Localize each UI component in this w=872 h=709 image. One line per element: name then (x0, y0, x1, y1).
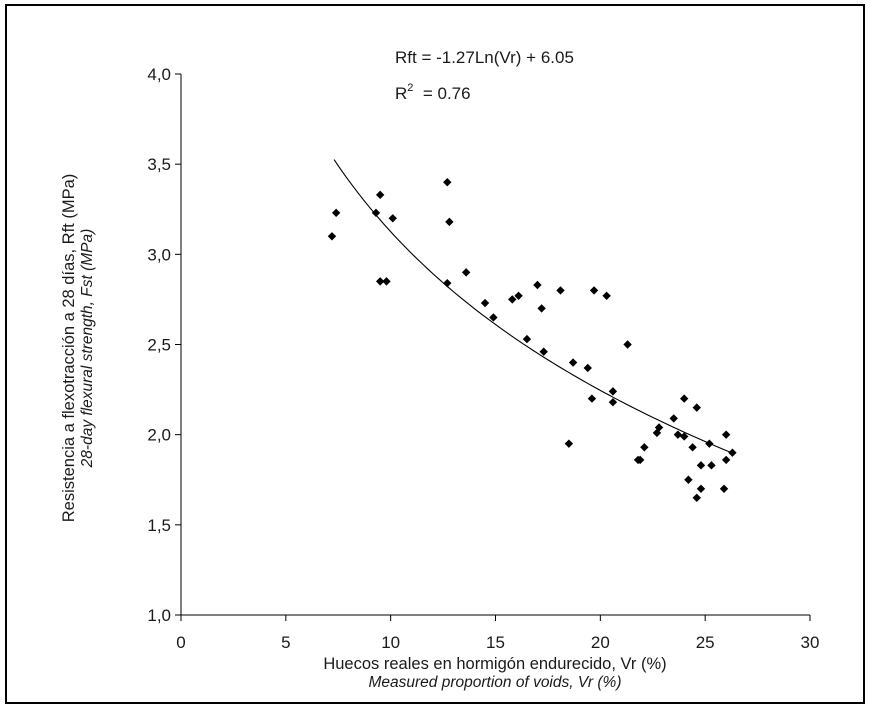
data-point (480, 298, 490, 308)
data-point (623, 340, 632, 349)
data-point (728, 448, 737, 457)
data-point (445, 217, 454, 227)
axis-ticks: 0 5 10 15 20 25 30 1,0 1,5 2,0 2,5 3,0 3,5 4,0 (147, 65, 819, 652)
data-point (533, 280, 542, 290)
trendline-equation: Rft = -1.27Ln(Vr) + 6.05 (395, 48, 574, 67)
y-tick-label: 1,5 (147, 516, 171, 535)
chart-frame (5, 4, 865, 704)
data-point (514, 291, 523, 301)
data-point (382, 277, 391, 286)
data-point (375, 190, 385, 200)
data-point (489, 313, 498, 322)
y-tick-label: 1,0 (147, 606, 171, 625)
data-point (568, 358, 578, 367)
data-point (388, 214, 397, 223)
data-point (564, 439, 574, 448)
data-point (608, 387, 618, 396)
y-tick-label: 3,5 (147, 155, 171, 174)
data-point (508, 295, 517, 304)
data-point (673, 430, 683, 439)
y-axis-title: Resistencia a flexotracción a 28 días, R… (60, 174, 78, 522)
data-point (327, 232, 337, 241)
x-tick-label: 30 (801, 633, 820, 652)
x-axis-title: Huecos reales en hormigón endurecido, Vr… (323, 655, 666, 673)
y-tick-label: 4,0 (147, 65, 171, 84)
data-point (635, 455, 645, 465)
data-point (602, 291, 611, 301)
data-point (692, 493, 701, 502)
y-tick-label: 2,0 (147, 426, 171, 445)
r2-superscript: 2 (407, 82, 413, 94)
data-point (696, 484, 706, 493)
data-point (587, 394, 597, 403)
x-tick-label: 15 (486, 633, 505, 652)
x-tick-label: 10 (381, 633, 400, 652)
data-point (539, 347, 548, 356)
data-point (654, 423, 664, 432)
r2-value: = 0.76 (413, 84, 470, 103)
data-point (688, 443, 697, 452)
data-point (443, 178, 452, 187)
data-point (721, 455, 731, 465)
data-point (583, 363, 592, 373)
data-point (680, 432, 689, 441)
x-tick-label: 20 (591, 633, 610, 652)
x-tick-label: 0 (176, 633, 185, 652)
y-axis-subtitle: 28-day flexural strength, Fst (MPa) (79, 229, 96, 469)
data-point (537, 304, 546, 313)
data-point (680, 394, 689, 403)
data-point (608, 398, 618, 407)
data-point (522, 334, 532, 344)
data-point (375, 277, 385, 286)
data-point (461, 268, 471, 277)
data-point (640, 443, 649, 452)
y-tick-label: 2,5 (147, 336, 171, 355)
data-point (556, 286, 565, 295)
data-point (589, 286, 599, 295)
r2-prefix: R (395, 84, 407, 103)
data-point (684, 475, 693, 484)
x-tick-label: 25 (696, 633, 715, 652)
data-point (692, 403, 701, 412)
data-point (719, 484, 729, 493)
trendline-curve (333, 159, 733, 454)
data-points (327, 178, 737, 502)
data-point (669, 414, 678, 423)
data-point (696, 461, 706, 470)
data-point (443, 278, 452, 288)
data-point (721, 430, 731, 439)
data-point (705, 439, 714, 448)
y-tick-label: 3,0 (147, 245, 171, 264)
x-tick-label: 5 (281, 633, 290, 652)
data-point (707, 461, 716, 470)
data-point (371, 208, 381, 218)
r-squared-label: R2 = 0.76 (395, 82, 471, 103)
x-axis-subtitle: Measured proportion of voids, Vr (%) (369, 674, 622, 691)
trendline-group (333, 159, 733, 454)
data-point (331, 208, 341, 218)
